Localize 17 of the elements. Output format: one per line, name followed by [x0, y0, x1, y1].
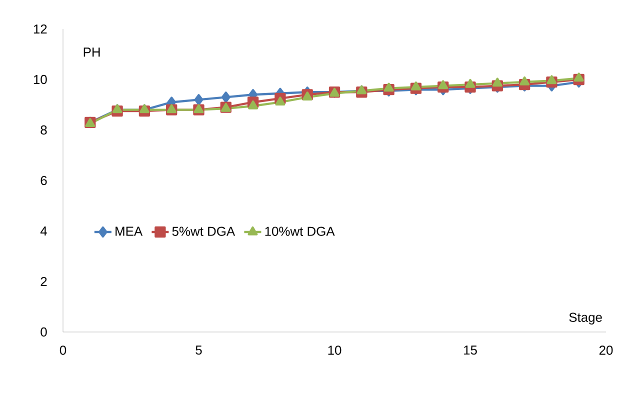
y-tick-label: 10: [34, 74, 47, 84]
y-axis-title: PH: [84, 48, 100, 57]
y-tick-label: 2: [40, 276, 47, 286]
x-tick-label: 5: [196, 346, 202, 355]
x-tick-label: 10: [328, 346, 342, 355]
y-tick-label: 8: [40, 125, 47, 135]
legend-label: 5%wt DGA: [172, 226, 236, 236]
x-axis-title: Stage: [569, 312, 602, 324]
y-tick-label: 6: [40, 176, 47, 186]
x-tick-label: 15: [464, 346, 477, 355]
legend-label: 10%wt DGA: [265, 226, 335, 236]
legend-label: MEA: [116, 226, 143, 236]
y-tick-label: 0: [40, 327, 47, 337]
y-tick-label: 4: [40, 226, 47, 236]
x-tick-label: 20: [599, 346, 613, 355]
x-tick-label: 0: [60, 346, 66, 355]
y-tick-label: 12: [34, 24, 47, 34]
